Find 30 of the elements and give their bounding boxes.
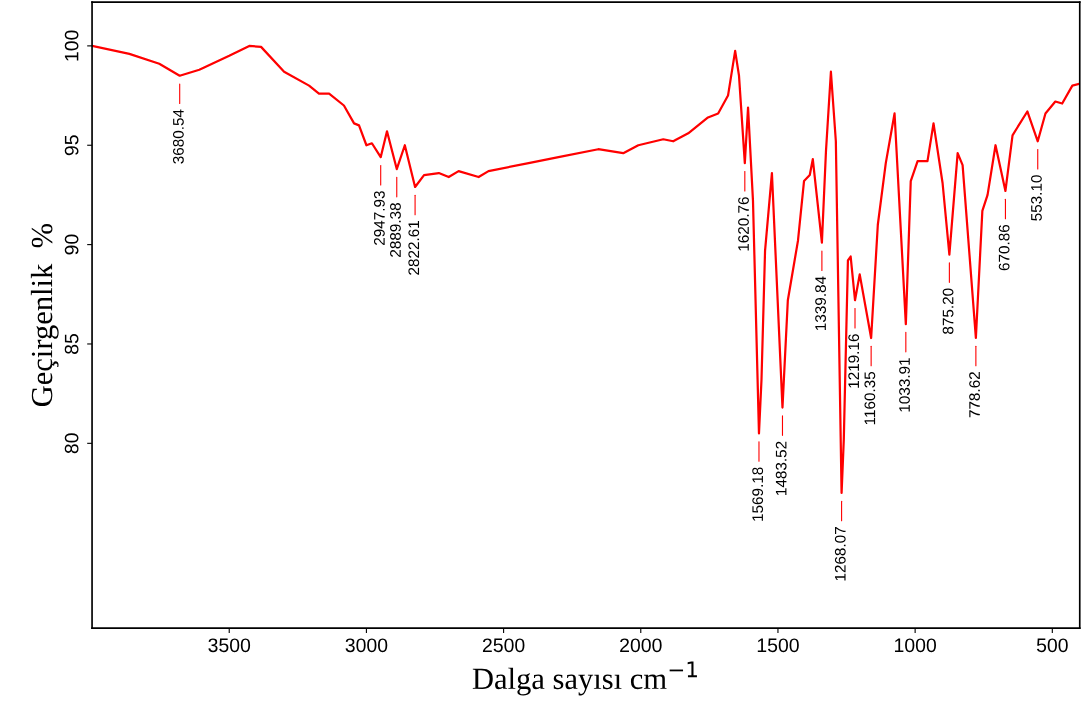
annotation: 1033.91	[899, 358, 910, 412]
y-tick-label: 80	[64, 433, 79, 454]
annotation: 553.10	[1031, 175, 1042, 221]
y-tick-label: 90	[64, 234, 79, 255]
y-tick-label: 85	[64, 333, 79, 354]
annotation: 1219.16	[848, 334, 860, 388]
annotation: 3680.54	[172, 109, 184, 164]
y-tick-label: 95	[64, 135, 79, 156]
x-tick-label: 1000	[894, 638, 936, 653]
annotation: 1569.18	[752, 467, 764, 521]
annotation: 1620.76	[738, 197, 749, 251]
annotation: 1160.35	[864, 371, 876, 425]
y-axis-title: Geçirgenlik %	[30, 223, 59, 407]
y-tick-label: 100	[64, 30, 79, 61]
annotation: 2947.93	[373, 191, 385, 245]
annotation: 875.20	[942, 288, 954, 334]
x-tick-label: 1500	[757, 638, 799, 653]
x-tick-label: 2000	[620, 638, 662, 653]
x-tick-label: 3500	[208, 638, 251, 653]
annotation: 670.86	[998, 224, 1010, 271]
annotation: 1268.07	[834, 527, 846, 581]
x-tick-label: 2500	[482, 638, 525, 653]
annotation: 2889.38	[390, 203, 401, 257]
annotation: 778.62	[969, 372, 980, 418]
x-axis-title: Dalga sayısı cm$^{−1}$	[472, 661, 697, 696]
x-tick-label: 500	[1036, 638, 1068, 653]
annotation: 1483.52	[775, 441, 787, 495]
annotation: 2822.61	[408, 221, 420, 275]
x-tick-label: 3000	[345, 638, 388, 653]
annotation: 1339.84	[815, 276, 826, 331]
